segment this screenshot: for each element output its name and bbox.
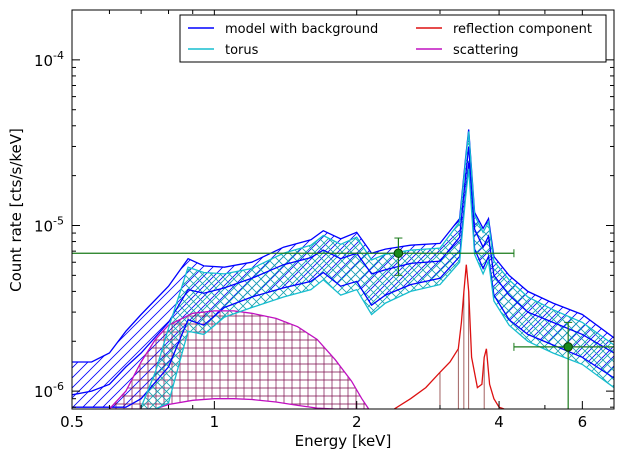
x-tick-label: 0.5: [60, 413, 84, 431]
model-with-background-lower-line: [72, 162, 614, 408]
axis-tick-labels: 0.5 1 2 4 6 10-6 10-5 10-4: [34, 49, 587, 431]
legend-box: [179, 14, 607, 63]
legend-label: torus: [225, 43, 259, 58]
y-tick-label: 10-5: [34, 214, 64, 235]
data-point-2: [513, 321, 614, 409]
y-tick-label: 10-4: [34, 49, 64, 70]
reflection-component-line: [393, 264, 505, 409]
plot-frame: [71, 9, 615, 410]
plot-area: [72, 129, 614, 409]
scattering-lower-line: [109, 398, 369, 409]
legend: model with background reflection componen…: [179, 14, 607, 63]
legend-entry-torus: torus: [188, 43, 259, 58]
x-tick-label: 6: [578, 413, 588, 431]
data-marker: [563, 342, 573, 352]
x-axis-label: Energy [keV]: [295, 432, 392, 450]
legend-label: reflection component: [453, 22, 592, 37]
legend-label: model with background: [225, 22, 378, 37]
legend-label: scattering: [453, 43, 519, 58]
torus-band: [141, 131, 614, 409]
y-tick-label: 10-6: [34, 380, 64, 401]
data-points: [72, 237, 614, 409]
x-tick-label: 2: [352, 413, 362, 431]
data-marker: [393, 248, 404, 258]
data-point-1: [72, 237, 515, 276]
y-axis-label: Count rate [cts/s/keV]: [7, 128, 25, 292]
scattering-upper-line: [108, 310, 370, 409]
legend-entry-scattering: scattering: [416, 43, 519, 58]
legend-entry-reflection-component: reflection component: [416, 22, 592, 37]
bands: [72, 129, 614, 409]
model-with-background-median-line: [72, 146, 614, 396]
torus-lower-line: [141, 168, 614, 409]
x-tick-label: 1: [210, 413, 220, 431]
legend-entry-model-with-background: model with background: [188, 22, 378, 37]
lines: [72, 129, 614, 409]
x-tick-label: 4: [494, 413, 504, 431]
